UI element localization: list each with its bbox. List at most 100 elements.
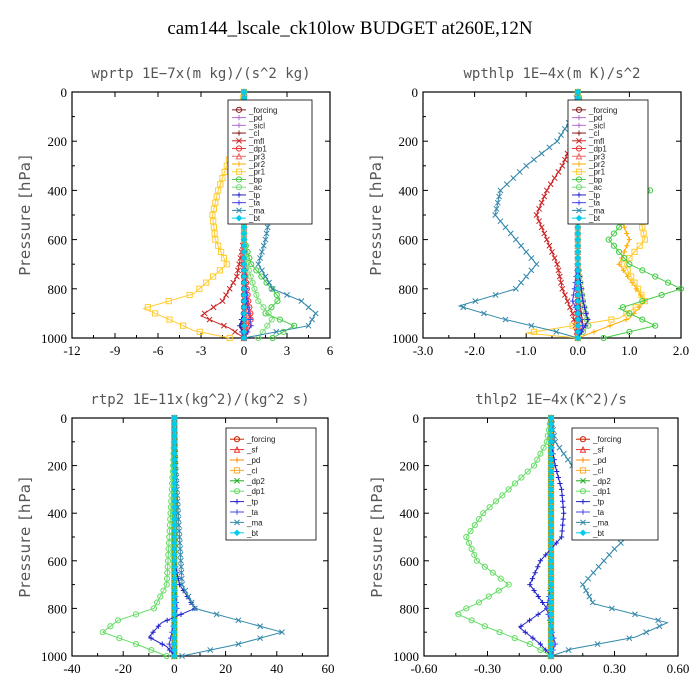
legend-marker (576, 192, 582, 198)
series-point-bt (547, 634, 555, 642)
legend-marker (579, 436, 587, 443)
series-point-bt (171, 414, 178, 422)
series-point-bt (547, 628, 555, 636)
series-point-pr2 (625, 273, 631, 280)
series-point-mfl (543, 187, 550, 194)
legend-marker (579, 467, 587, 474)
series-point-pr1 (223, 261, 230, 268)
series-point-bt (171, 599, 178, 606)
series-point-bt (574, 230, 582, 237)
legend-box (227, 99, 313, 225)
series-point-pr2 (616, 261, 622, 267)
legend-label: _pr3 (248, 152, 266, 161)
y-tick-label: 600 (400, 554, 420, 569)
series-point-bt (240, 310, 248, 317)
panel-title: wpthlp 1E−4x(m K)/s^2 (463, 66, 640, 82)
series-point-bp (273, 291, 280, 299)
series-point-tp (560, 498, 566, 504)
series-point-pr1 (631, 279, 638, 286)
series-point-bt (171, 521, 178, 529)
series-point-pr1 (628, 273, 635, 280)
legend-marker (236, 130, 242, 136)
legend-marker (575, 214, 583, 222)
chart-wprtp: wprtp 1E−7x(m kg)/(s^2 kg) Pressure [hPa]… (16, 66, 334, 358)
series-point-tp (535, 593, 541, 600)
series-point-ma (512, 236, 519, 243)
series-point-dp1 (132, 611, 140, 618)
series-point-dp1 (163, 652, 170, 660)
series-point-pr1 (179, 322, 187, 329)
series-point-dp1 (455, 611, 462, 618)
series-point-mfl (551, 175, 558, 182)
legend-label: _ac (248, 183, 262, 192)
series-point-ma (278, 629, 285, 636)
y-tick-label: 600 (48, 554, 68, 569)
series-point-bt (240, 316, 248, 323)
series-point-ma (263, 230, 270, 237)
series-point-mfl (223, 291, 230, 298)
series-point-tp (537, 641, 544, 647)
legend-marker (234, 477, 240, 484)
legend-marker (235, 184, 243, 191)
legend-label: _ma (248, 206, 265, 215)
series-point-tp (159, 641, 165, 647)
series-point-ac (247, 273, 254, 280)
series-point-ma (175, 522, 182, 529)
series-point-bt (171, 468, 178, 475)
x-tick-label: 60 (322, 661, 335, 676)
legend-marker (236, 207, 242, 214)
x-tick-label: 0.60 (667, 661, 690, 676)
series-point-bp (652, 273, 659, 280)
y-tick-label: 800 (48, 282, 68, 297)
series-point-ma (528, 322, 535, 329)
series-point-ma (309, 316, 316, 323)
series-point-pr2 (591, 329, 597, 335)
y-tick-label: 800 (400, 601, 420, 616)
series-point-ma (523, 162, 530, 169)
legend-marker (235, 214, 243, 222)
series-point-tp (148, 635, 154, 641)
legend-label: _ac (588, 183, 602, 192)
series-point-ma (560, 450, 567, 457)
series-point-ma (617, 539, 624, 546)
series-point-tp (178, 611, 184, 617)
series-point-mfl (236, 261, 243, 268)
legend-label: _cl (588, 129, 599, 138)
series-point-tp (543, 552, 549, 558)
series-point-pr1 (641, 236, 648, 243)
series-point-mfl (533, 212, 540, 218)
x-tick-label: -0.30 (474, 661, 501, 676)
series-point-ma (266, 279, 273, 286)
legend-marker (236, 115, 242, 121)
series-point-dp1 (468, 617, 475, 624)
series-point-bt (240, 297, 248, 305)
series-point-bt (240, 223, 248, 231)
legend-marker (576, 137, 582, 144)
panel-title: rtp2 1E−11x(kg^2)/(kg^2 s) (90, 392, 309, 408)
legend-marker (236, 200, 242, 206)
y-tick-label: 0 (413, 411, 420, 426)
series-point-bt (171, 462, 178, 469)
series-point-bp (615, 224, 623, 231)
series-point-bt (171, 480, 178, 487)
series-point-pr2 (624, 230, 630, 237)
series-point-mfl (559, 162, 566, 169)
series-point-mfl (556, 273, 563, 280)
y-tick-label: 600 (48, 233, 68, 248)
series-point-bt (574, 291, 582, 299)
series-point-bt (574, 310, 582, 317)
series-point-mfl (564, 298, 571, 305)
series-point-pr1 (639, 224, 646, 231)
series-point-bt (171, 444, 178, 452)
series-point-tp (531, 587, 537, 594)
legend-marker (236, 192, 242, 198)
series-point-bt (240, 285, 248, 293)
x-tick-label: -12 (63, 343, 80, 358)
legend-label: _sicl (248, 121, 265, 130)
series-point-bt (574, 279, 582, 286)
series-point-mfl (541, 230, 548, 237)
series-point-bp (626, 261, 633, 268)
series-point-mfl (551, 255, 558, 262)
legend-marker (576, 122, 582, 128)
series-point-dp1 (465, 539, 473, 547)
